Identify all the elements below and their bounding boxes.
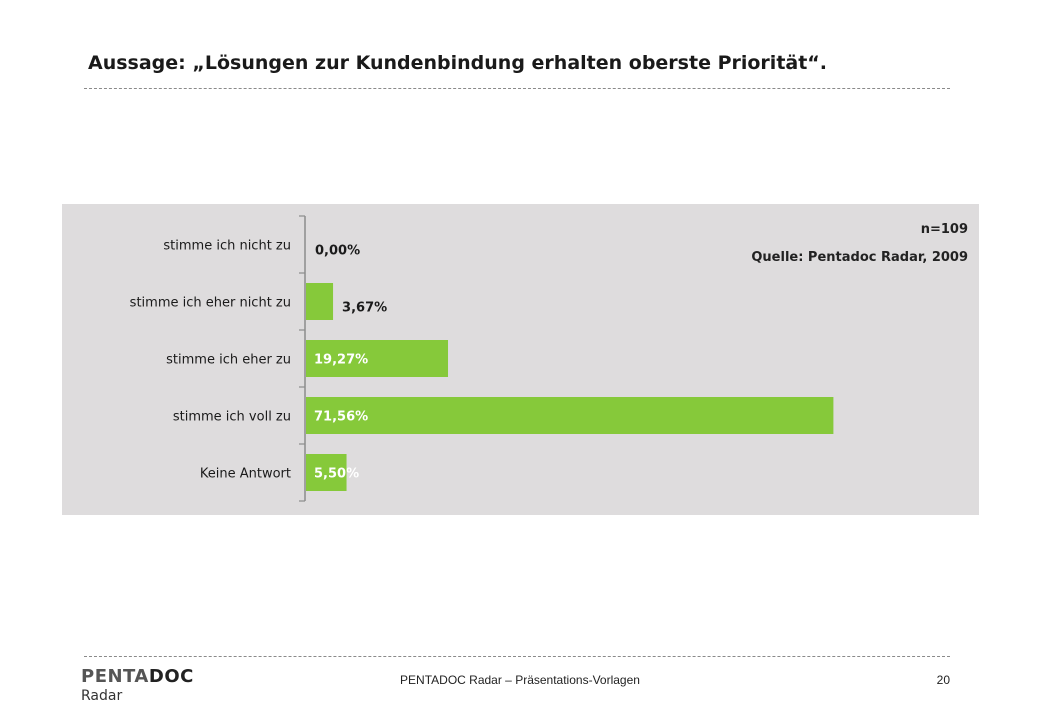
category-label: stimme ich eher zu xyxy=(166,353,291,368)
slide-title: Aussage: „Lösungen zur Kundenbindung erh… xyxy=(88,52,828,74)
logo-wordmark: PENTADOC xyxy=(81,667,194,687)
category-label: stimme ich voll zu xyxy=(173,410,291,425)
logo-part-penta: PENTA xyxy=(81,666,149,687)
data-label: 3,67% xyxy=(342,301,387,316)
category-label: stimme ich nicht zu xyxy=(163,239,291,254)
top-divider xyxy=(84,88,950,89)
footer-text: PENTADOC Radar – Präsentations-Vorlagen xyxy=(400,673,640,687)
chart-source: Quelle: Pentadoc Radar, 2009 xyxy=(751,250,968,265)
bar xyxy=(306,283,334,320)
data-label: 19,27% xyxy=(314,353,368,368)
sample-size: n=109 xyxy=(920,222,968,237)
chart-panel: stimme ich nicht zu 0,00% stimme ich eher … xyxy=(62,204,979,515)
logo-part-doc: DOC xyxy=(148,666,194,687)
data-label: 0,00% xyxy=(315,244,360,259)
data-label: 5,50% xyxy=(314,467,359,482)
bar xyxy=(306,454,347,491)
pentadoc-logo: PENTADOC Radar xyxy=(81,667,194,705)
data-label: 71,56% xyxy=(314,410,368,425)
category-label: stimme ich eher nicht zu xyxy=(130,296,291,311)
logo-subtitle: Radar xyxy=(81,688,123,704)
bottom-divider xyxy=(84,656,950,657)
bar xyxy=(306,340,449,377)
page-number: 20 xyxy=(936,673,950,687)
category-label: Keine Antwort xyxy=(200,467,291,482)
bar xyxy=(306,397,834,434)
bar-chart: stimme ich nicht zu 0,00% stimme ich eher … xyxy=(130,215,834,502)
